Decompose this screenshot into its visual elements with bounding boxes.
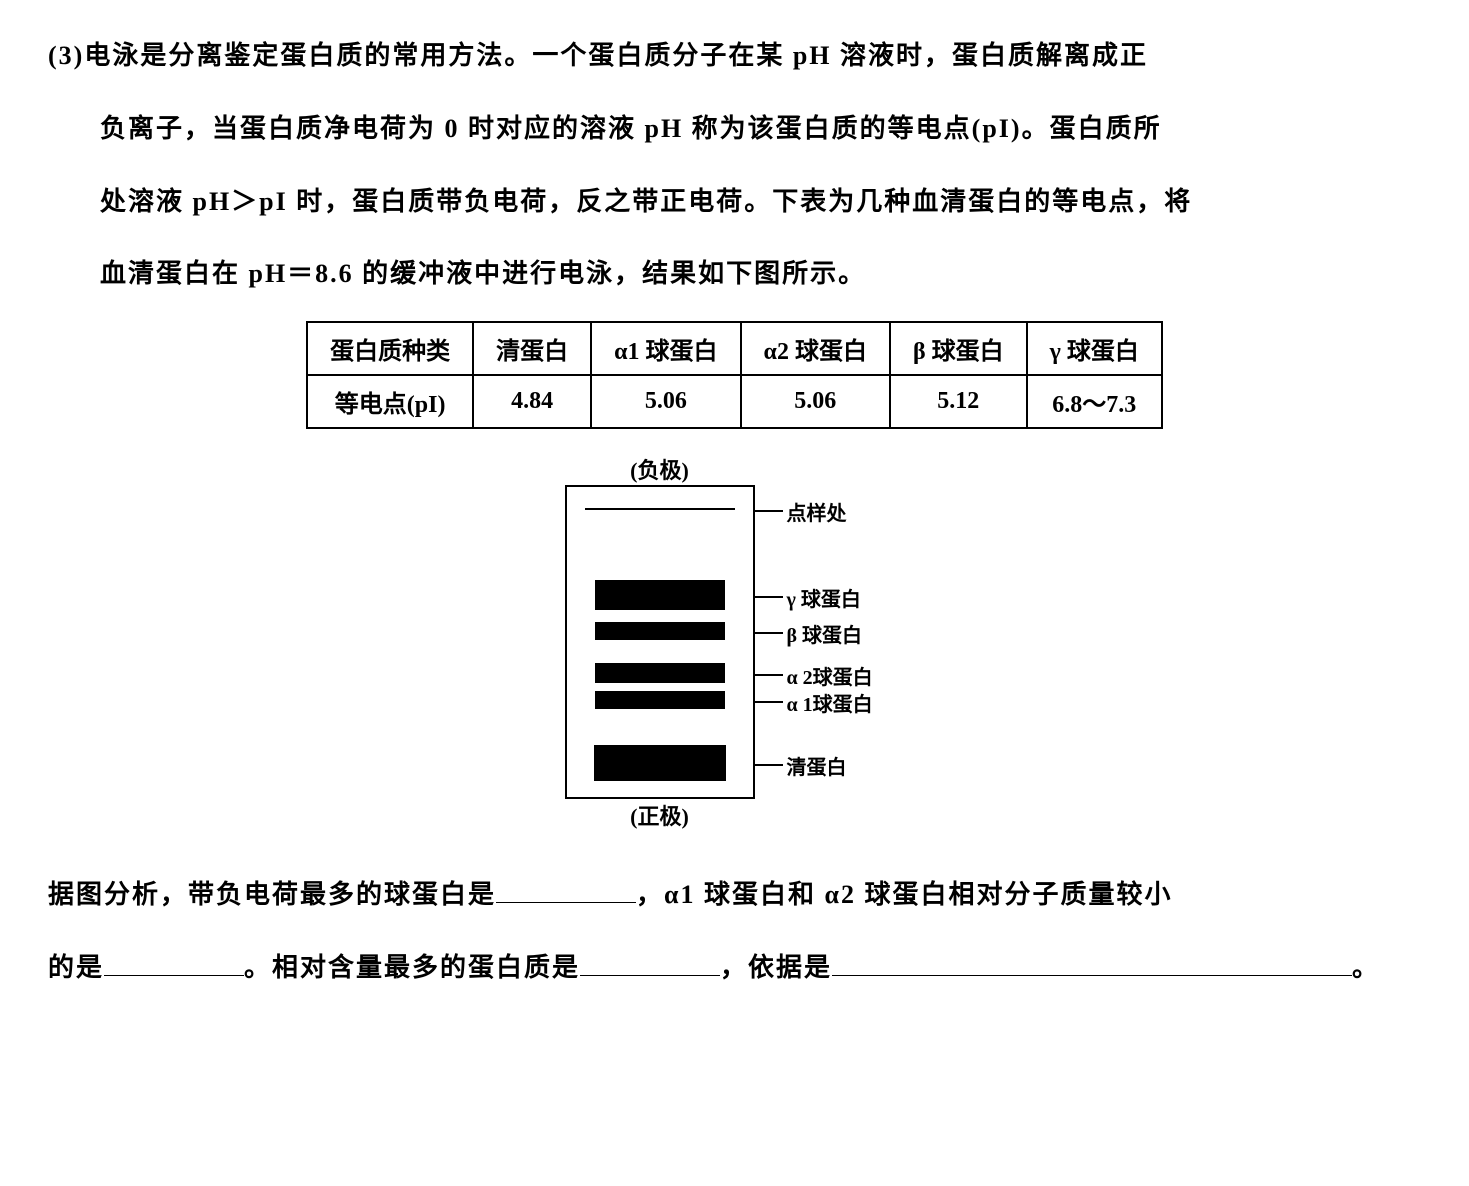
table-val-4: 6.8～7.3 <box>1027 375 1162 428</box>
gel-band <box>595 622 725 640</box>
question-line-1: 据图分析，带负电荷最多的球蛋白是 ，α1 球蛋白和 α2 球蛋白相对分子质量较小 <box>48 859 1421 932</box>
table-val-2: 5.06 <box>741 375 890 428</box>
table-col-2: α2 球蛋白 <box>741 322 890 375</box>
q1b: ，α1 球蛋白和 α2 球蛋白相对分子质量较小 <box>636 880 1173 909</box>
lead-line <box>755 674 783 676</box>
band-label: 点样处 <box>787 497 847 526</box>
blank-1 <box>496 879 636 903</box>
table-row: 等电点(pI) 4.84 5.06 5.06 5.12 6.8～7.3 <box>307 375 1162 428</box>
table-val-3: 5.12 <box>890 375 1027 428</box>
band-label: 清蛋白 <box>787 751 847 780</box>
gel-box <box>565 485 755 799</box>
para-line-4: 血清蛋白在 pH＝8.6 的缓冲液中进行电泳，结果如下图所示。 <box>48 238 1421 311</box>
origin-line <box>585 508 735 510</box>
q2b: 。相对含量最多的蛋白质是 <box>244 953 580 982</box>
table-col-1: α1 球蛋白 <box>591 322 740 375</box>
lead-line <box>755 701 783 703</box>
gel-band <box>595 580 725 610</box>
band-label: α 2球蛋白 <box>787 661 873 690</box>
table-val-0: 4.84 <box>473 375 591 428</box>
pI-table-wrap: 蛋白质种类 清蛋白 α1 球蛋白 α2 球蛋白 β 球蛋白 γ 球蛋白 等电点(… <box>48 321 1421 429</box>
gel-band <box>595 691 725 709</box>
lead-line <box>755 510 783 512</box>
table-val-1: 5.06 <box>591 375 740 428</box>
lead-line <box>755 596 783 598</box>
gel-band <box>594 745 726 781</box>
para-line-1: (3)电泳是分离鉴定蛋白质的常用方法。一个蛋白质分子在某 pH 溶液时，蛋白质解… <box>48 20 1421 93</box>
electrophoresis-diagram: (负极) 点样处 γ 球蛋白 β 球蛋白 α 2球蛋白α 1球蛋白清蛋白 (正极) <box>48 453 1421 831</box>
blank-3 <box>580 952 720 976</box>
band-label: β 球蛋白 <box>787 619 863 648</box>
top-pole-label: (负极) <box>565 453 755 485</box>
q1a: 据图分析，带负电荷最多的球蛋白是 <box>48 880 496 909</box>
table-row-label: 等电点(pI) <box>307 375 473 428</box>
q2c: ，依据是 <box>720 953 832 982</box>
bottom-pole-label: (正极) <box>565 799 755 831</box>
blank-2 <box>104 952 244 976</box>
pI-table: 蛋白质种类 清蛋白 α1 球蛋白 α2 球蛋白 β 球蛋白 γ 球蛋白 等电点(… <box>306 321 1163 429</box>
q2a: 的是 <box>48 953 104 982</box>
question-line-2: 的是 。相对含量最多的蛋白质是 ，依据是 。 <box>48 932 1421 1005</box>
table-col-3: β 球蛋白 <box>890 322 1027 375</box>
band-labels-column: 点样处 γ 球蛋白 β 球蛋白 α 2球蛋白α 1球蛋白清蛋白 <box>755 499 873 785</box>
para-line-2: 负离子，当蛋白质净电荷为 0 时对应的溶液 pH 称为该蛋白质的等电点(pI)。… <box>48 93 1421 166</box>
table-col-4: γ 球蛋白 <box>1027 322 1162 375</box>
band-label: α 1球蛋白 <box>787 688 873 717</box>
lead-line <box>755 632 783 634</box>
gel-band <box>595 663 725 683</box>
blank-4 <box>832 952 1352 976</box>
lead-line <box>755 764 783 766</box>
table-col-0: 清蛋白 <box>473 322 591 375</box>
q2d: 。 <box>1352 953 1380 982</box>
band-label: γ 球蛋白 <box>787 583 861 612</box>
table-header-label: 蛋白质种类 <box>307 322 473 375</box>
table-row: 蛋白质种类 清蛋白 α1 球蛋白 α2 球蛋白 β 球蛋白 γ 球蛋白 <box>307 322 1162 375</box>
para-line-3: 处溶液 pH＞pI 时，蛋白质带负电荷，反之带正电荷。下表为几种血清蛋白的等电点… <box>48 166 1421 239</box>
